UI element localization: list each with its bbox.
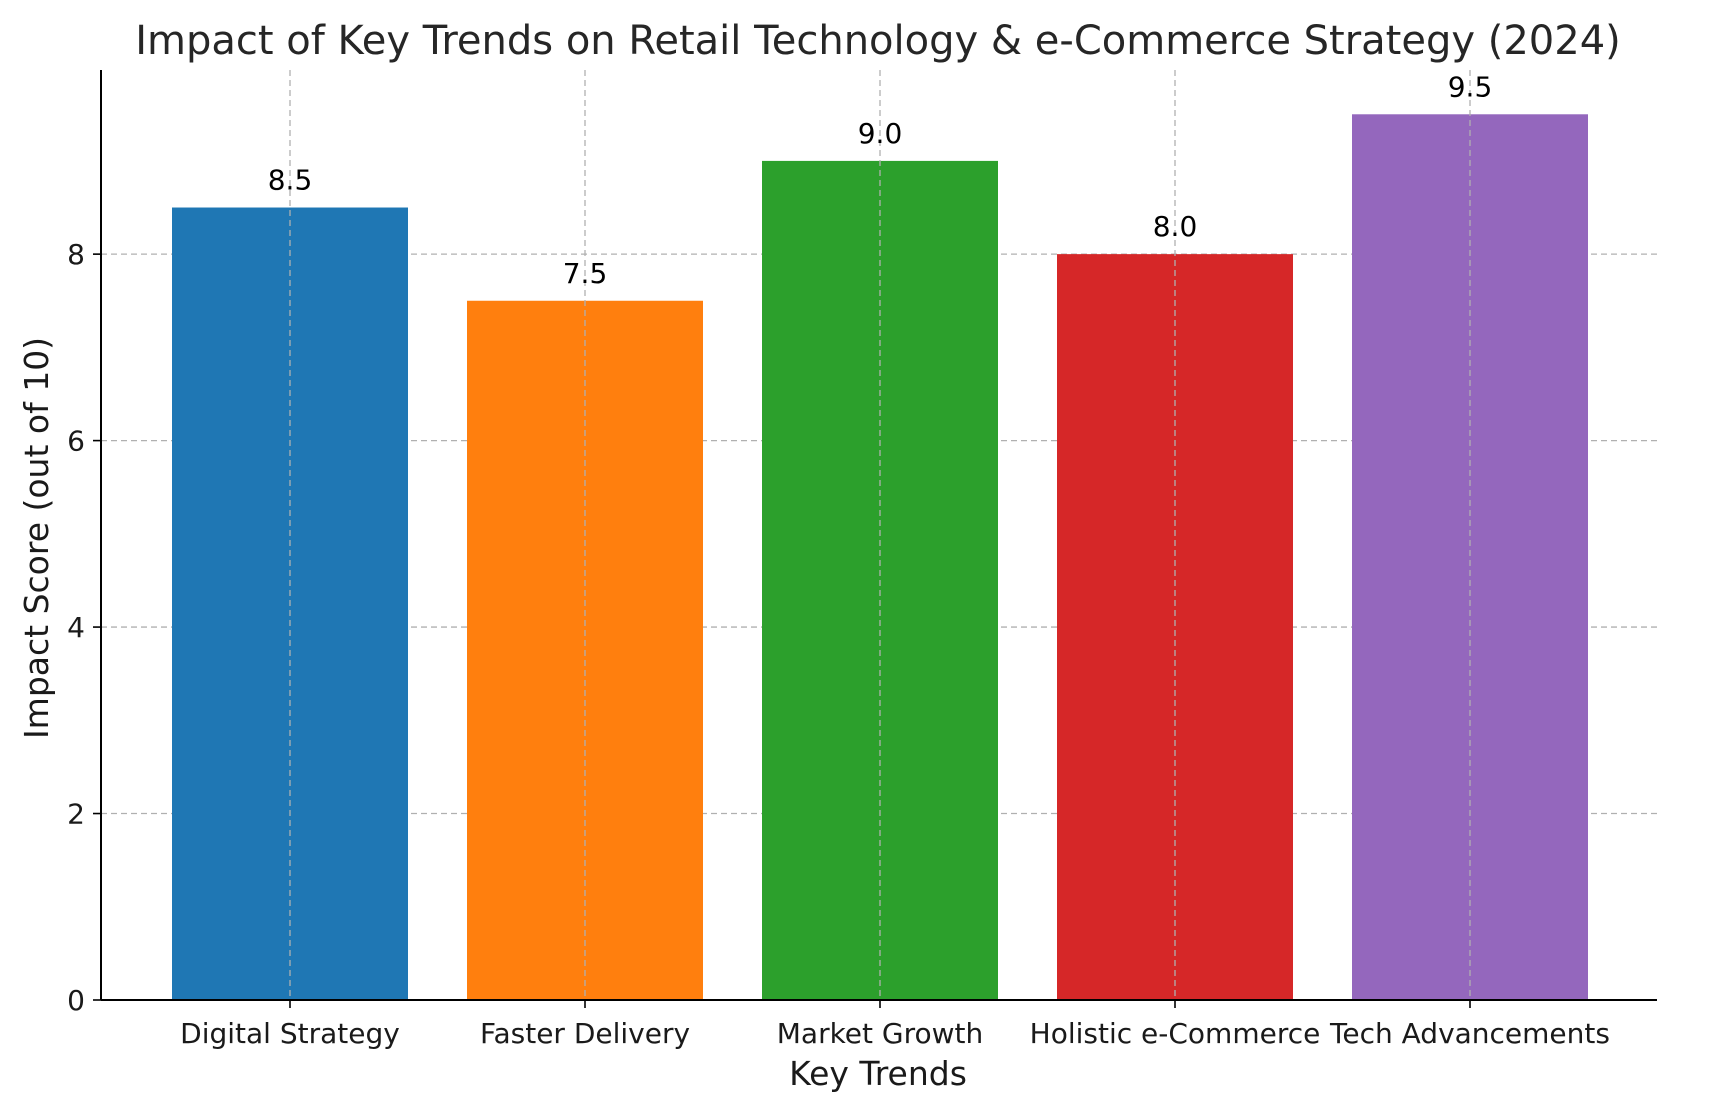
x-tick-label: Market Growth — [777, 1017, 984, 1050]
axes — [100, 70, 1657, 1001]
x-tick-label: Digital Strategy — [180, 1017, 400, 1050]
bar-value-label: 9.0 — [858, 117, 903, 150]
x-ticks: Digital Strategy Faster Delivery Market Gr… — [180, 1000, 1610, 1050]
bar-value-label: 9.5 — [1448, 70, 1493, 103]
x-tick-label: Faster Delivery — [480, 1017, 690, 1050]
bar-value-label: 8.5 — [268, 164, 313, 197]
x-axis-label: Key Trends — [789, 1054, 967, 1093]
data-labels: 8.5 7.5 9.0 8.0 9.5 — [268, 70, 1493, 1000]
bar-value-label: 7.5 — [563, 257, 608, 290]
y-tick-label: 4 — [67, 611, 85, 644]
bar — [1057, 254, 1293, 1000]
y-tick-label: 0 — [67, 984, 85, 1017]
bar-value-label: 8.0 — [1153, 210, 1198, 243]
y-tick-label: 8 — [67, 238, 85, 271]
y-tick-label: 2 — [67, 798, 85, 831]
bars — [172, 114, 1588, 1001]
x-tick-label: Tech Advancements — [1329, 1017, 1610, 1050]
x-tick-label: Holistic e-Commerce — [1030, 1017, 1321, 1050]
chart-title: Impact of Key Trends on Retail Technolog… — [135, 18, 1621, 64]
bar — [1352, 114, 1588, 1001]
y-ticks: 0 2 4 6 8 — [67, 238, 101, 1017]
y-axis-label: Impact Score (out of 10) — [17, 337, 56, 739]
y-tick-label: 6 — [67, 425, 85, 458]
